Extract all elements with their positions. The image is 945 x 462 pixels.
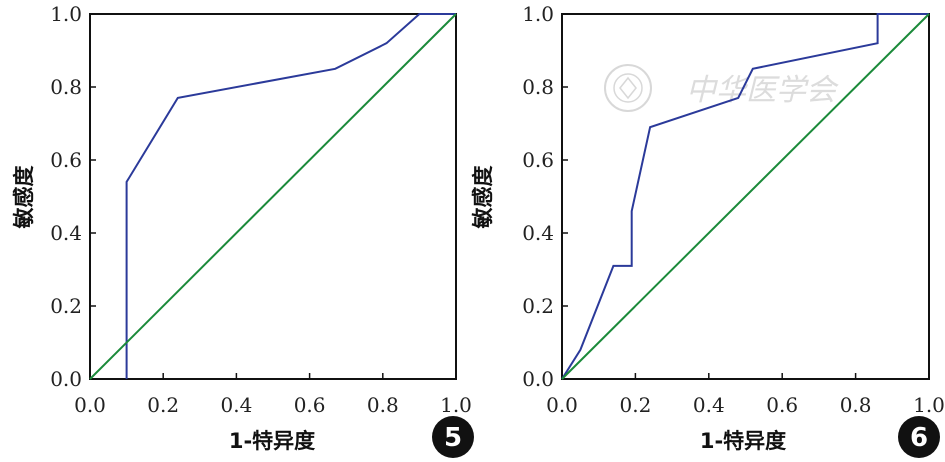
panel-1-badge: 5: [432, 416, 474, 458]
panel-2-y-tick-label: 0.0: [522, 367, 554, 391]
panel-2-y-tick-label: 0.2: [522, 294, 554, 318]
panel-2-y-tick-label: 1.0: [522, 2, 554, 26]
panel-2: 中华医学会 敏感度 1-特异度 6 0.0 0.2 0.4 0.6 0.8 1.0 0.0 0…: [471, 2, 945, 458]
panel-2-y-tick-label: 0.6: [522, 148, 554, 172]
watermark-seal-inner: [613, 73, 643, 103]
panel-1-y-tick-label: 0.8: [50, 75, 82, 99]
panel-2-x-tick-label: 1.0: [913, 393, 945, 417]
watermark-logo: 中华医学会: [604, 64, 839, 112]
watermark-seal-emblem: [619, 76, 637, 100]
panel-2-badge-circle: [898, 416, 940, 458]
panel-1-y-tick-label: 0.6: [50, 148, 82, 172]
panel-2-y-tick-label: 0.8: [522, 75, 554, 99]
panel-2-roc-line: [561, 13, 929, 380]
panel-2-frame: [561, 13, 930, 380]
watermark-seal-outer: [604, 64, 652, 112]
panel-2-x-tick-label: 0.0: [546, 393, 578, 417]
panel-2-badge: 6: [898, 416, 940, 458]
watermark-text: 中华医学会: [686, 73, 839, 108]
panel-1-y-tick-label: 0.2: [50, 294, 82, 318]
panel-1-y-tick-label: 0.0: [50, 367, 82, 391]
panel-1-reference-line: [89, 13, 457, 380]
panel-2-reference-line: [561, 13, 930, 380]
panel-1-frame: [89, 13, 457, 380]
panel-1: 敏感度 1-特异度 5 0.0 0.2 0.4 0.6 0.8 1.0 0.0 0.2 0.4 0…: [12, 2, 474, 458]
panel-1-x-axis-title: 1-特异度: [229, 429, 315, 453]
panel-2-x-tick-label: 0.8: [840, 393, 872, 417]
panel-1-x-tick-label: 0.2: [147, 393, 179, 417]
panel-1-x-tick-label: 0.8: [367, 393, 399, 417]
panel-2-x-tick-label: 0.6: [766, 393, 798, 417]
panel-1-x-tick-label: 0.6: [294, 393, 326, 417]
panel-1-y-tick-label: 0.4: [50, 221, 82, 245]
panel-2-x-axis-title: 1-特异度: [700, 429, 786, 453]
panel-2-y-axis-title: 敏感度: [471, 166, 495, 230]
panel-1-badge-label: 5: [444, 423, 462, 453]
panel-1-y-tick-label: 1.0: [50, 2, 82, 26]
panel-1-badge-circle: [432, 416, 474, 458]
panel-2-badge-label: 6: [910, 423, 928, 453]
panel-2-x-tick-label: 0.4: [693, 393, 725, 417]
panel-1-x-tick-label: 0.0: [74, 393, 106, 417]
panel-1-roc-line: [125, 13, 456, 379]
panel-2-x-tick-label: 0.2: [619, 393, 651, 417]
panel-2-y-tick-label: 0.4: [522, 221, 554, 245]
panel-1-y-axis-title: 敏感度: [12, 166, 36, 230]
panel-1-x-tick-label: 0.4: [220, 393, 252, 417]
panel-1-x-tick-label: 1.0: [440, 393, 472, 417]
